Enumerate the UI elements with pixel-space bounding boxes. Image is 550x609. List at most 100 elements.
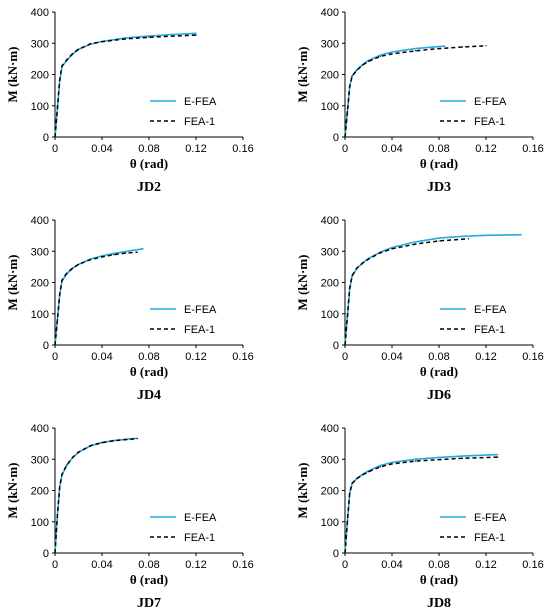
data-point-e-fea	[391, 51, 393, 53]
legend-label-fea-1: FEA-1	[474, 532, 505, 544]
data-point-e-fea	[391, 246, 393, 249]
data-point-fea-1	[414, 50, 417, 52]
legend-label-e-fea: E-FEA	[184, 96, 217, 108]
data-point-fea-1	[56, 107, 58, 109]
data-point-fea-1	[59, 486, 61, 488]
data-point-e-fea	[391, 461, 393, 463]
data-point-fea-1	[379, 55, 381, 57]
data-point-e-fea	[148, 35, 150, 37]
y-axis-label: M (kN·m)	[295, 463, 310, 519]
y-tick-label: 100	[31, 309, 49, 321]
x-tick-label: 0.12	[185, 351, 206, 363]
data-point-fea-1	[113, 254, 115, 256]
data-point-e-fea	[414, 241, 417, 243]
y-tick-label: 100	[321, 309, 339, 321]
data-point-fea-1	[351, 75, 353, 77]
y-tick-label: 100	[31, 101, 49, 113]
data-point-fea-1	[379, 466, 381, 468]
data-point-fea-1	[66, 59, 68, 61]
x-tick-label: 0.08	[428, 143, 449, 155]
legend-label-e-fea: E-FEA	[474, 304, 507, 316]
data-point-e-fea	[485, 234, 487, 236]
data-point-fea-1	[56, 514, 58, 516]
y-tick-label: 100	[321, 101, 339, 113]
x-axis-label: θ (rad)	[420, 572, 458, 587]
legend-label-fea-1: FEA-1	[474, 116, 505, 128]
data-point-fea-1	[124, 252, 127, 254]
x-axis-label: θ (rad)	[130, 572, 168, 587]
data-point-fea-1	[66, 464, 68, 466]
data-point-e-fea	[379, 54, 381, 56]
data-point-fea-1	[461, 457, 464, 459]
chart-panel-jd6: 0 100 200 300 400 0 0.04 0.08 0.12 0.16 θ (rad) M (…	[295, 215, 544, 403]
chart-panel-jd7: 0 100 200 300 400 0 0.04 0.08 0.12 0.16 θ (rad) M (…	[5, 423, 254, 609]
data-point-fea-1	[61, 279, 63, 281]
panel-title: JD2	[137, 180, 161, 195]
data-point-fea-1	[72, 267, 74, 269]
data-point-fea-1	[54, 136, 56, 138]
data-point-fea-1	[346, 315, 348, 317]
data-point-fea-1	[414, 243, 417, 245]
data-point-fea-1	[171, 35, 174, 37]
y-axis-label: M (kN·m)	[5, 255, 20, 311]
data-point-e-fea	[497, 453, 499, 456]
legend-label-e-fea: E-FEA	[474, 96, 507, 108]
data-point-fea-1	[59, 293, 61, 295]
x-tick-label: 0.12	[185, 559, 206, 571]
y-axis-label: M (kN·m)	[295, 255, 310, 311]
data-point-fea-1	[344, 552, 346, 554]
x-tick-label: 0.16	[232, 143, 253, 155]
data-point-fea-1	[124, 438, 127, 441]
data-point-fea-1	[362, 64, 364, 66]
series-line-fea-1	[54, 437, 138, 554]
data-point-fea-1	[467, 238, 469, 240]
y-axis-label: M (kN·m)	[5, 463, 20, 519]
y-tick-label: 200	[321, 70, 339, 82]
y-tick-label: 400	[321, 215, 339, 227]
legend-label-e-fea: E-FEA	[184, 512, 217, 524]
series-line-e-fea	[54, 437, 138, 554]
y-tick-label: 0	[43, 548, 49, 560]
series-line-fea-1	[54, 251, 138, 346]
x-tick-label: 0	[342, 143, 348, 155]
x-tick-label: 0.04	[381, 351, 402, 363]
data-point-e-fea	[142, 248, 144, 250]
chart-panel-jd3: 0 100 200 300 400 0 0.04 0.08 0.12 0.16 θ (rad) M (…	[295, 7, 544, 195]
y-tick-label: 0	[43, 340, 49, 352]
data-point-fea-1	[148, 36, 150, 38]
data-point-fea-1	[59, 79, 61, 81]
data-point-fea-1	[195, 34, 197, 36]
x-tick-label: 0.16	[522, 143, 543, 155]
panel-title: JD7	[137, 596, 161, 609]
x-tick-label: 0.16	[522, 351, 543, 363]
y-tick-label: 400	[321, 7, 339, 19]
x-axis-label: θ (rad)	[420, 156, 458, 171]
data-point-fea-1	[89, 259, 91, 261]
x-tick-label: 0.12	[185, 143, 206, 155]
x-tick-label: 0.12	[475, 351, 496, 363]
x-tick-label: 0.04	[91, 143, 112, 155]
y-tick-label: 200	[321, 278, 339, 290]
x-tick-label: 0.08	[428, 351, 449, 363]
data-point-e-fea	[520, 234, 522, 236]
y-tick-label: 300	[321, 246, 339, 258]
y-tick-label: 100	[31, 517, 49, 529]
data-point-e-fea	[171, 33, 174, 36]
data-point-fea-1	[72, 456, 74, 458]
legend-label-fea-1: FEA-1	[184, 324, 215, 336]
x-tick-label: 0.04	[91, 351, 112, 363]
data-point-fea-1	[101, 256, 103, 258]
data-point-fea-1	[124, 38, 127, 40]
data-point-fea-1	[136, 438, 138, 440]
x-tick-label: 0.08	[138, 143, 159, 155]
x-tick-label: 0	[52, 351, 58, 363]
x-tick-label: 0	[52, 559, 58, 571]
data-point-e-fea	[379, 464, 381, 467]
data-point-e-fea	[461, 235, 464, 237]
y-tick-label: 100	[321, 517, 339, 529]
data-point-fea-1	[77, 263, 80, 265]
data-point-fea-1	[346, 520, 348, 522]
data-point-fea-1	[414, 460, 417, 462]
data-point-fea-1	[356, 478, 358, 480]
data-point-fea-1	[101, 41, 103, 43]
